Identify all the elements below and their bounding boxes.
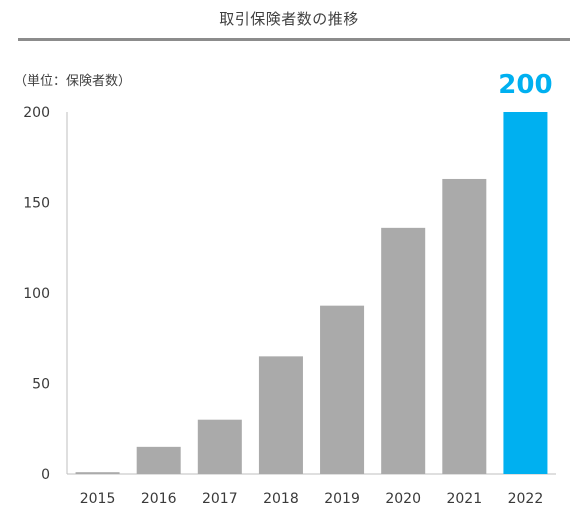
title-divider [18, 38, 570, 41]
chart-title: 取引保険者数の推移 [219, 10, 359, 28]
bar-2017 [197, 419, 242, 474]
y-tick-label: 50 [32, 377, 50, 393]
highlight-value-label: 200 [498, 70, 552, 100]
bar-2018 [258, 356, 303, 474]
bar-2019 [320, 305, 365, 474]
x-tick-label: 2018 [263, 491, 299, 507]
y-axis-ticks: 0 50 100 150 200 [23, 105, 50, 483]
y-tick-label: 0 [41, 467, 50, 483]
bar-2022 [503, 112, 548, 474]
bars-group [75, 112, 548, 474]
bar-2020 [381, 227, 426, 474]
x-tick-label: 2020 [385, 491, 421, 507]
x-tick-label: 2016 [141, 491, 177, 507]
x-tick-label: 2021 [446, 491, 482, 507]
x-tick-label: 2019 [324, 491, 360, 507]
unit-label: （単位：保険者数） [14, 74, 132, 89]
x-tick-label: 2015 [80, 491, 116, 507]
y-tick-label: 200 [23, 105, 50, 121]
x-axis-labels: 2015 2016 2017 2018 2019 2020 2021 2022 [80, 491, 544, 507]
bar-2021 [442, 178, 487, 474]
y-tick-label: 150 [23, 196, 50, 212]
y-tick-label: 100 [23, 286, 50, 302]
bar-2015 [75, 472, 120, 474]
x-tick-label: 2022 [508, 491, 544, 507]
x-tick-label: 2017 [202, 491, 238, 507]
bar-2016 [136, 446, 181, 474]
